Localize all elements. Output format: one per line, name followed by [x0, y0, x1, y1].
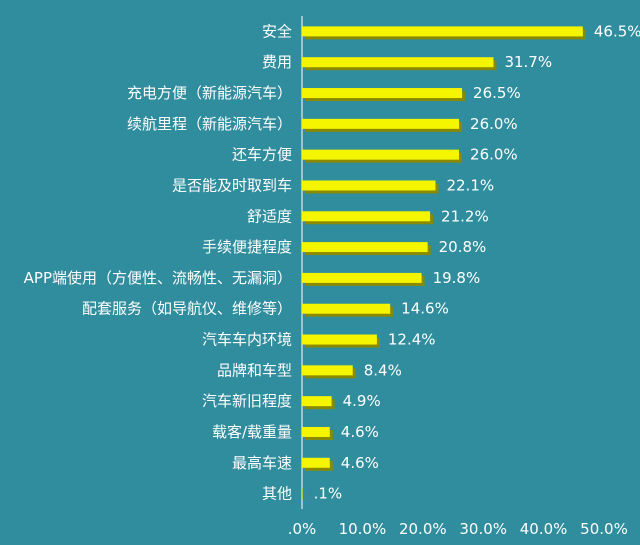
- category-label: 费用: [262, 53, 292, 71]
- category-label: 配套服务（如导航仪、维修等）: [82, 300, 292, 318]
- bar: [302, 272, 422, 283]
- category-label: 舒适度: [247, 207, 292, 225]
- value-label: 22.1%: [446, 176, 494, 194]
- value-label: 21.2%: [441, 207, 489, 225]
- bar: [302, 303, 391, 314]
- value-label: 4.6%: [341, 423, 379, 441]
- value-label: 14.6%: [401, 300, 449, 318]
- category-label: 充电方便（新能源汽车）: [127, 84, 292, 102]
- category-label: 安全: [262, 22, 292, 40]
- x-tick-label: 10.0%: [339, 520, 387, 538]
- category-label: 还车方便: [232, 146, 292, 164]
- category-label: APP端使用（方便性、流畅性、无漏洞）: [24, 269, 292, 287]
- category-label: 品牌和车型: [217, 361, 292, 379]
- value-label: 26.5%: [473, 84, 521, 102]
- category-label: 载客/载重量: [212, 423, 292, 441]
- bar: [302, 211, 431, 222]
- value-label: 26.0%: [470, 115, 518, 133]
- value-label: 46.5%: [594, 22, 640, 40]
- value-label: 20.8%: [439, 238, 487, 256]
- category-label: 汽车新旧程度: [202, 392, 292, 410]
- category-label: 是否能及时取到车: [172, 176, 292, 194]
- value-label: .1%: [314, 485, 343, 503]
- bar: [302, 334, 377, 345]
- bar: [302, 396, 332, 407]
- category-label: 其他: [262, 485, 292, 503]
- bar: [302, 118, 460, 129]
- chart-bars: [302, 26, 586, 502]
- category-label: 续航里程（新能源汽车）: [127, 115, 292, 133]
- x-tick-label: 50.0%: [580, 520, 628, 538]
- x-tick-label: 40.0%: [520, 520, 568, 538]
- bar: [302, 57, 494, 68]
- value-label: 4.9%: [343, 392, 381, 410]
- value-label: 31.7%: [504, 53, 552, 71]
- bar: [302, 149, 460, 160]
- value-label: 26.0%: [470, 146, 518, 164]
- bar-shadow: [305, 491, 306, 502]
- category-label: 最高车速: [232, 454, 292, 472]
- category-label: 手续便捷程度: [202, 238, 292, 256]
- x-tick-label: .0%: [288, 520, 317, 538]
- bar: [302, 180, 436, 191]
- x-tick-labels: .0% 10.0% 20.0% 30.0% 40.0% 50.0%: [288, 520, 628, 538]
- category-label: 汽车车内环境: [202, 331, 292, 349]
- x-tick-label: 20.0%: [399, 520, 447, 538]
- bar: [302, 426, 330, 437]
- bar: [302, 88, 463, 99]
- value-label: 4.6%: [341, 454, 379, 472]
- bar: [302, 26, 583, 37]
- bar: [302, 457, 330, 468]
- bar: [302, 488, 303, 499]
- value-labels: 46.5% 31.7% 26.5% 26.0% 26.0% 22.1% 21.2% 20.8%…: [314, 22, 640, 502]
- bar: [302, 365, 353, 376]
- value-label: 8.4%: [364, 361, 402, 379]
- bar: [302, 242, 428, 253]
- x-tick-label: 30.0%: [459, 520, 507, 538]
- value-label: 19.8%: [433, 269, 481, 287]
- value-label: 12.4%: [388, 331, 436, 349]
